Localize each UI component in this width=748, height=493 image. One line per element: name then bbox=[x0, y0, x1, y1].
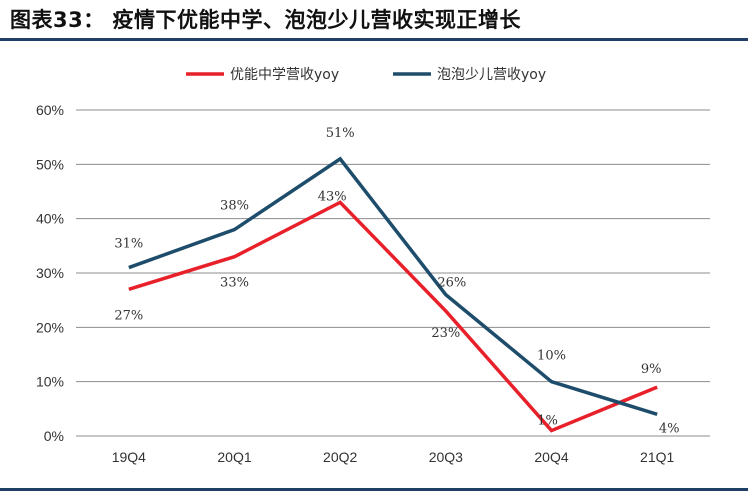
x-tick-label: 20Q2 bbox=[323, 449, 357, 465]
data-label: 33% bbox=[220, 276, 249, 291]
y-tick-label: 0% bbox=[44, 428, 64, 444]
y-tick-label: 20% bbox=[36, 319, 64, 335]
legend-label-youneng: 优能中学营收yoy bbox=[230, 67, 339, 83]
series-line-paopao bbox=[128, 156, 658, 416]
data-label: 9% bbox=[641, 362, 662, 377]
series-line-youneng bbox=[128, 200, 658, 433]
data-label: 38% bbox=[220, 199, 249, 214]
figure-title: 图表33： 疫情下优能中学、泡泡少儿营收实现正增长 bbox=[10, 8, 522, 32]
data-label: 31% bbox=[114, 237, 143, 252]
data-label: 26% bbox=[437, 276, 466, 291]
header-divider bbox=[0, 38, 748, 41]
data-label: 23% bbox=[431, 326, 460, 341]
footer-divider bbox=[0, 488, 748, 491]
y-tick-label: 10% bbox=[36, 374, 64, 390]
y-tick-label: 50% bbox=[36, 156, 64, 172]
y-tick-label: 40% bbox=[36, 211, 64, 227]
data-label: 1% bbox=[537, 414, 558, 429]
x-tick-label: 20Q3 bbox=[429, 449, 463, 465]
y-tick-label: 30% bbox=[36, 265, 64, 281]
data-label: 43% bbox=[318, 189, 347, 204]
data-label: 4% bbox=[659, 421, 680, 436]
data-label: 51% bbox=[326, 126, 355, 141]
x-tick-label: 21Q1 bbox=[640, 449, 674, 465]
data-label: 27% bbox=[114, 308, 143, 323]
legend-label-paopao: 泡泡少儿营收yoy bbox=[437, 67, 546, 83]
x-tick-label: 20Q4 bbox=[534, 449, 568, 465]
y-tick-label: 60% bbox=[36, 102, 64, 118]
x-tick-label: 20Q1 bbox=[217, 449, 251, 465]
data-label: 10% bbox=[537, 349, 566, 364]
x-tick-label: 19Q4 bbox=[112, 449, 146, 465]
figure-header: 图表33： 疫情下优能中学、泡泡少儿营收实现正增长 bbox=[0, 0, 748, 41]
